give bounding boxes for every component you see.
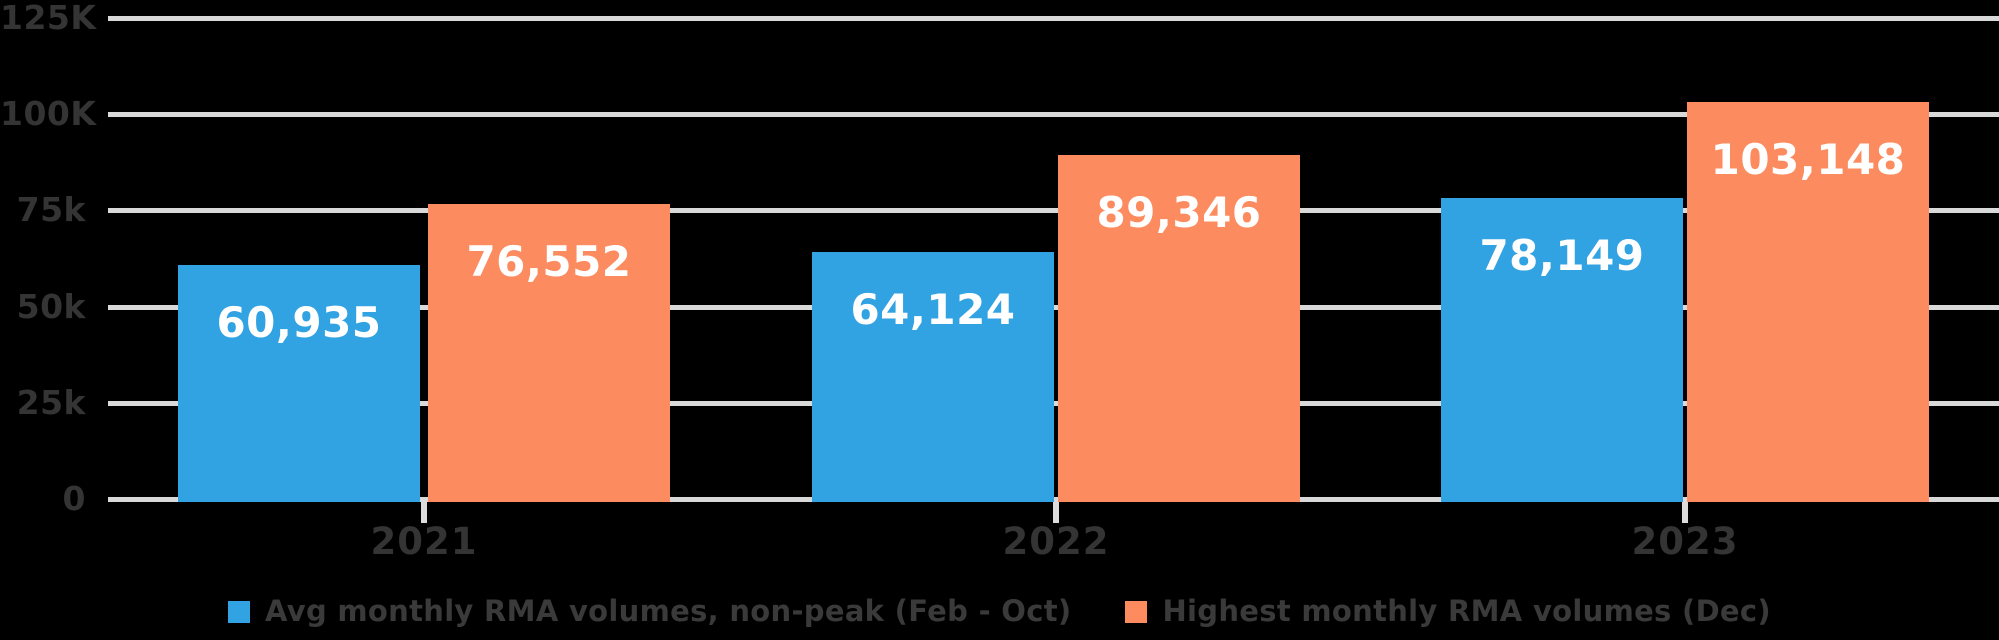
- legend-item-avg-monthly: Avg monthly RMA volumes, non-peak (Feb -…: [228, 594, 1071, 628]
- x-axis-tick-2022: [1053, 499, 1059, 523]
- legend: Avg monthly RMA volumes, non-peak (Feb -…: [0, 594, 1999, 628]
- bar-2022-highest-monthly: 89,346: [1058, 155, 1300, 502]
- x-axis-tick-2021: [421, 499, 427, 523]
- bar-2022-avg-monthly: 64,124: [812, 252, 1054, 502]
- y-axis-label-75k: 75k: [16, 190, 86, 230]
- bar-2023-highest-monthly: 103,148: [1687, 102, 1929, 502]
- x-axis-label-2022: 2022: [1002, 520, 1110, 563]
- y-axis-label-0: 0: [62, 479, 86, 518]
- x-axis-label-2021: 2021: [370, 520, 478, 563]
- bar-value-label: 64,124: [850, 285, 1016, 335]
- legend-label-highest-monthly: Highest monthly RMA volumes (Dec): [1162, 594, 1771, 628]
- bar-2021-avg-monthly: 60,935: [178, 264, 420, 502]
- legend-swatch-orange-icon: [1125, 601, 1148, 623]
- bar-2021-highest-monthly: 76,552: [428, 204, 670, 502]
- bar-value-label: 103,148: [1710, 135, 1906, 185]
- y-axis-label-25k: 25k: [16, 382, 86, 422]
- x-axis-tick-2023: [1682, 499, 1688, 523]
- bar-value-label: 76,552: [466, 237, 632, 287]
- y-axis-label-50k: 50k: [16, 286, 86, 326]
- x-axis-label-2023: 2023: [1631, 520, 1739, 563]
- gridline-100k: [108, 112, 1999, 118]
- gridline-125k: [108, 16, 1999, 21]
- legend-label-avg-monthly: Avg monthly RMA volumes, non-peak (Feb -…: [265, 594, 1072, 628]
- legend-swatch-blue-icon: [228, 601, 251, 623]
- bar-value-label: 89,346: [1096, 188, 1262, 238]
- bar-2023-avg-monthly: 78,149: [1441, 198, 1683, 502]
- bar-value-label: 60,935: [216, 297, 382, 347]
- gridline-75k: [108, 208, 1999, 214]
- y-axis-label-100k: 100K: [0, 94, 97, 134]
- legend-item-highest-monthly: Highest monthly RMA volumes (Dec): [1125, 594, 1771, 628]
- y-axis-label-125k: 125K: [0, 0, 97, 37]
- bar-value-label: 78,149: [1479, 231, 1645, 281]
